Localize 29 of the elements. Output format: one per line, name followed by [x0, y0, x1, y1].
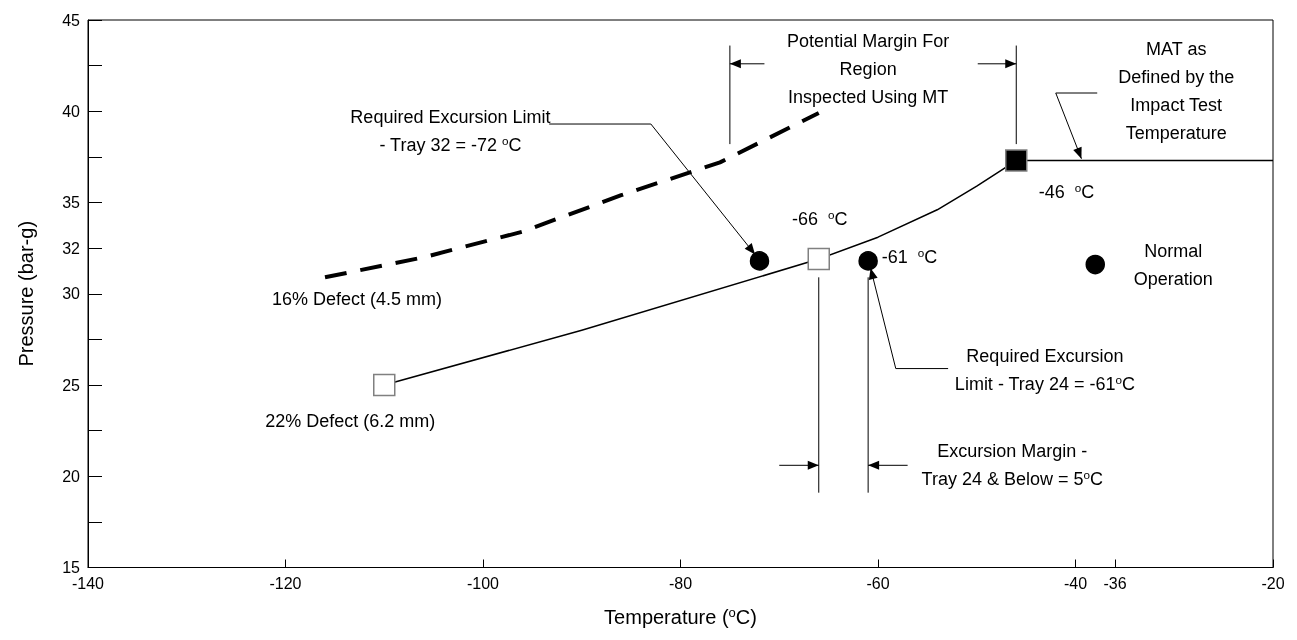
- text: 22% Defect (6.2 mm): [265, 411, 436, 431]
- y-tick-label: 35: [62, 194, 81, 211]
- y-tick-label: 40: [62, 102, 81, 120]
- x-tick-label: -20: [1261, 575, 1285, 592]
- x-tick-label: -100: [466, 575, 500, 592]
- y-axis-title: Pressure (bar-g): [15, 220, 37, 367]
- series-label: 16% Defect (4.5 mm): [271, 289, 443, 310]
- y-tick-label: 20: [62, 467, 81, 485]
- y-tick-label: 30: [62, 285, 81, 303]
- point: [858, 251, 878, 271]
- x-tick-label: -140: [71, 575, 105, 592]
- point: [1005, 149, 1028, 172]
- y-tick-label: 32: [62, 239, 81, 257]
- y-tick-label: 45: [62, 11, 81, 29]
- point: [749, 251, 770, 271]
- x-tick-label: -80: [668, 575, 693, 592]
- x-tick-label: -36: [1103, 575, 1127, 592]
- x-tick-label: -60: [866, 575, 890, 592]
- line-series: [323, 111, 821, 280]
- y-tick-label: 25: [62, 376, 81, 394]
- x-tick-label: -120: [269, 575, 302, 592]
- annotation: MAT as Defined by the Impact Test Temperature: [1118, 39, 1235, 144]
- annotation: Normal Operation: [1133, 240, 1213, 289]
- point: [807, 247, 830, 271]
- annotation: Potential Margin For Region Inspected Using MT: [787, 31, 950, 108]
- y-tick-label: 15: [62, 559, 81, 576]
- x-tick-label: -40: [1063, 575, 1088, 592]
- point: [373, 373, 396, 397]
- point: [1085, 254, 1105, 275]
